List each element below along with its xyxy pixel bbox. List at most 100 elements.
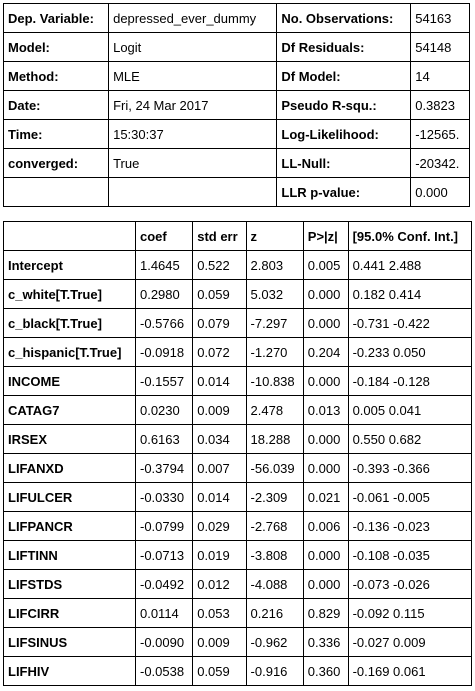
variable-name: c_black[T.True] [3, 308, 136, 338]
summary-label: Date: [2, 90, 110, 120]
coef-value: 0.0230 [134, 395, 194, 425]
std-err-value: 0.007 [192, 453, 247, 483]
conf-int-value: -0.169 0.061 [347, 656, 473, 686]
z-value: -7.297 [245, 308, 304, 338]
summary-value: Logit [108, 32, 278, 62]
header-blank [3, 221, 136, 251]
variable-name: LIFULCER [3, 482, 136, 512]
std-err-value: 0.053 [192, 598, 247, 628]
variable-name: LIFPANCR [3, 511, 136, 541]
coef-value: -0.0090 [134, 627, 194, 657]
p-value: 0.336 [302, 627, 349, 657]
header-conf-int: [95.0% Conf. Int.] [347, 221, 473, 251]
coef-value: 1.4645 [134, 250, 194, 280]
table-row: c_black[T.True] -0.5766 0.079 -7.297 0.000 -0… [3, 308, 473, 338]
conf-int-value: -0.027 0.009 [347, 627, 473, 657]
p-value: 0.204 [302, 337, 349, 367]
std-err-value: 0.059 [192, 656, 247, 686]
conf-int-value: -0.092 0.115 [347, 598, 473, 628]
conf-int-value: -0.061 -0.005 [347, 482, 473, 512]
summary-label: No. Observations: [276, 3, 412, 33]
std-err-value: 0.012 [192, 569, 247, 599]
summary-value [108, 177, 278, 207]
summary-row: Method: MLE Df Model: 14 [2, 61, 470, 91]
p-value: 0.000 [302, 540, 349, 570]
table-row: INCOME -0.1557 0.014 -10.838 0.000 -0.184 -0.… [3, 366, 473, 396]
std-err-value: 0.014 [192, 366, 247, 396]
conf-int-value: -0.184 -0.128 [347, 366, 473, 396]
summary-row: LLR p-value: 0.000 [2, 177, 470, 207]
std-err-value: 0.079 [192, 308, 247, 338]
std-err-value: 0.034 [192, 424, 247, 454]
z-value: -1.270 [245, 337, 304, 367]
table-row: c_hispanic[T.True] -0.0918 0.072 -1.270 0.20… [3, 337, 473, 367]
table-row: CATAG7 0.0230 0.009 2.478 0.013 0.005 0.041 [3, 395, 473, 425]
coef-value: 0.2980 [134, 279, 194, 309]
variable-name: c_hispanic[T.True] [3, 337, 136, 367]
p-value: 0.021 [302, 482, 349, 512]
coef-value: -0.0713 [134, 540, 194, 570]
table-row: LIFHIV -0.0538 0.059 -0.916 0.360 -0.169 0.06… [3, 656, 473, 686]
conf-int-value: -0.731 -0.422 [347, 308, 473, 338]
summary-row: Time: 15:30:37 Log-Likelihood: -12565. [2, 119, 470, 149]
variable-name: IRSEX [3, 424, 136, 454]
p-value: 0.005 [302, 250, 349, 280]
conf-int-value: 0.182 0.414 [347, 279, 473, 309]
summary-row: Date: Fri, 24 Mar 2017 Pseudo R-squ.: 0.382… [2, 90, 470, 120]
coefficient-table: coef std err z P>|z| [95.0% Conf. Int.] … [3, 221, 473, 686]
summary-value: 0.000 [410, 177, 470, 207]
z-value: -10.838 [245, 366, 304, 396]
coef-value: -0.0330 [134, 482, 194, 512]
summary-value: 0.3823 [410, 90, 470, 120]
header-std-err: std err [192, 221, 247, 251]
summary-value: -20342. [410, 148, 470, 178]
z-value: -0.962 [245, 627, 304, 657]
summary-label: Df Model: [276, 61, 412, 91]
summary-value: -12565. [410, 119, 470, 149]
z-value: -2.309 [245, 482, 304, 512]
std-err-value: 0.014 [192, 482, 247, 512]
summary-label: Method: [2, 61, 110, 91]
p-value: 0.000 [302, 366, 349, 396]
coef-value: -0.3794 [134, 453, 194, 483]
variable-name: LIFSINUS [3, 627, 136, 657]
variable-name: c_white[T.True] [3, 279, 136, 309]
variable-name: Intercept [3, 250, 136, 280]
p-value: 0.360 [302, 656, 349, 686]
summary-row: converged: True LL-Null: -20342. [2, 148, 470, 178]
p-value: 0.829 [302, 598, 349, 628]
table-row: c_white[T.True] 0.2980 0.059 5.032 0.000 0.18… [3, 279, 473, 309]
z-value: 18.288 [245, 424, 304, 454]
summary-value: MLE [108, 61, 278, 91]
p-value: 0.000 [302, 453, 349, 483]
z-value: 2.803 [245, 250, 304, 280]
conf-int-value: -0.073 -0.026 [347, 569, 473, 599]
variable-name: LIFSTDS [3, 569, 136, 599]
conf-int-value: 0.441 2.488 [347, 250, 473, 280]
header-z: z [245, 221, 304, 251]
table-row: LIFSTDS -0.0492 0.012 -4.088 0.000 -0.073 -0.… [3, 569, 473, 599]
summary-label: Pseudo R-squ.: [276, 90, 412, 120]
summary-row: Dep. Variable: depressed_ever_dummy No. Ob… [2, 3, 470, 33]
p-value: 0.000 [302, 279, 349, 309]
summary-row: Model: Logit Df Residuals: 54148 [2, 32, 470, 62]
table-row: LIFANXD -0.3794 0.007 -56.039 0.000 -0.393 -0… [3, 453, 473, 483]
conf-int-value: -0.136 -0.023 [347, 511, 473, 541]
std-err-value: 0.019 [192, 540, 247, 570]
variable-name: CATAG7 [3, 395, 136, 425]
summary-label: Model: [2, 32, 110, 62]
variable-name: LIFANXD [3, 453, 136, 483]
conf-int-value: -0.393 -0.366 [347, 453, 473, 483]
summary-value: depressed_ever_dummy [108, 3, 278, 33]
coef-value: -0.1557 [134, 366, 194, 396]
p-value: 0.006 [302, 511, 349, 541]
z-value: -0.916 [245, 656, 304, 686]
std-err-value: 0.059 [192, 279, 247, 309]
variable-name: LIFTINN [3, 540, 136, 570]
variable-name: LIFCIRR [3, 598, 136, 628]
table-row: LIFTINN -0.0713 0.019 -3.808 0.000 -0.108 -0.… [3, 540, 473, 570]
summary-label [2, 177, 110, 207]
coef-value: -0.5766 [134, 308, 194, 338]
summary-value: 14 [410, 61, 470, 91]
summary-value: Fri, 24 Mar 2017 [108, 90, 278, 120]
